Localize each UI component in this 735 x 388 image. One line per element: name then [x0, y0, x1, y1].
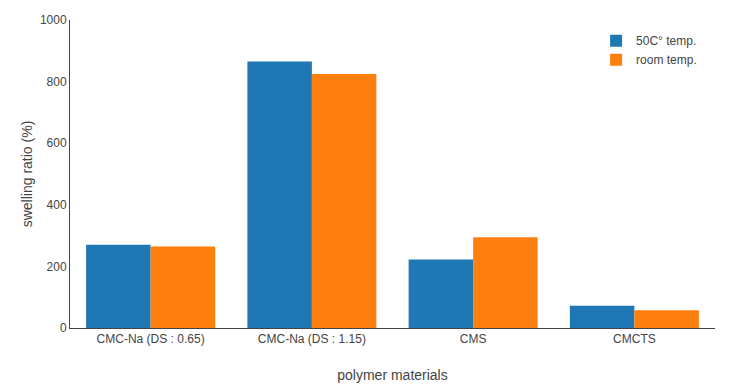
svg-text:50C° temp.: 50C° temp. [636, 34, 696, 48]
svg-text:CMC-Na (DS : 0.65): CMC-Na (DS : 0.65) [97, 332, 205, 346]
svg-text:polymer materials: polymer materials [337, 367, 447, 383]
svg-text:600: 600 [47, 136, 67, 150]
svg-text:room temp.: room temp. [636, 53, 697, 67]
svg-text:CMC-Na (DS : 1.15): CMC-Na (DS : 1.15) [258, 332, 366, 346]
svg-text:400: 400 [47, 198, 67, 212]
svg-text:200: 200 [47, 260, 67, 274]
svg-text:swelling ratio (%): swelling ratio (%) [19, 121, 35, 228]
svg-text:CMS: CMS [460, 332, 487, 346]
svg-text:CMCTS: CMCTS [613, 332, 656, 346]
svg-text:1000: 1000 [40, 13, 67, 27]
svg-text:0: 0 [60, 321, 67, 335]
svg-text:800: 800 [47, 75, 67, 89]
